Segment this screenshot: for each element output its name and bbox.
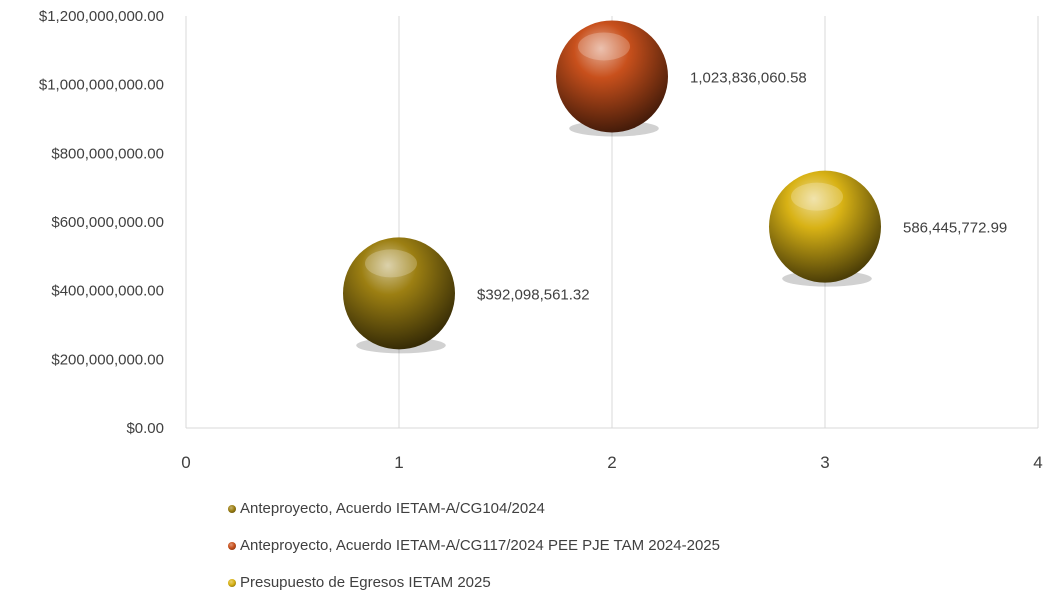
bubble-series-1 xyxy=(343,237,455,350)
x-tick-label: 1 xyxy=(394,453,403,472)
legend-marker-series-2 xyxy=(228,541,236,550)
bubble-highlight xyxy=(365,249,417,278)
x-tick-label: 2 xyxy=(607,453,616,472)
y-tick-label: $800,000,000.00 xyxy=(51,145,164,162)
y-tick-label: $1,200,000,000.00 xyxy=(39,8,164,25)
legend-label-series-2: Anteproyecto, Acuerdo IETAM-A/CG117/2024… xyxy=(240,537,720,554)
legend-marker-series-1 xyxy=(228,504,236,513)
bubble-highlight xyxy=(578,32,630,61)
y-tick-label: $400,000,000.00 xyxy=(51,283,164,300)
data-label-series-3: 586,445,772.99 xyxy=(903,220,1007,237)
axes: 0 1 2 3 4 $0.00 $200,000,000.00 $400,000,000.00… xyxy=(39,8,1043,472)
x-tick-label: 3 xyxy=(820,453,829,472)
y-tick-label: $200,000,000.00 xyxy=(51,351,164,368)
bubbles xyxy=(343,20,881,354)
data-label-series-2: 1,023,836,060.58 xyxy=(690,69,807,86)
legend-item-series-2: Anteproyecto, Acuerdo IETAM-A/CG117/2024… xyxy=(228,534,720,557)
y-tick-label: $600,000,000.00 xyxy=(51,214,164,231)
data-labels: $392,098,561.32 1,023,836,060.58 586,445,7… xyxy=(477,69,1007,303)
x-tick-label: 0 xyxy=(181,453,190,472)
y-tick-label: $0.00 xyxy=(126,420,164,437)
legend-label-series-3: Presupuesto de Egresos IETAM 2025 xyxy=(240,574,491,591)
data-label-series-1: $392,098,561.32 xyxy=(477,286,590,303)
y-tick-label: $1,000,000,000.00 xyxy=(39,77,164,94)
legend-item-series-1: Anteproyecto, Acuerdo IETAM-A/CG104/2024 xyxy=(228,497,720,520)
legend-label-series-1: Anteproyecto, Acuerdo IETAM-A/CG104/2024 xyxy=(240,500,545,517)
bubble-highlight xyxy=(791,182,843,211)
x-tick-label: 4 xyxy=(1033,453,1042,472)
legend-marker-series-3 xyxy=(228,578,236,587)
bubble-series-2 xyxy=(556,20,668,133)
legend: Anteproyecto, Acuerdo IETAM-A/CG104/2024… xyxy=(228,497,720,608)
bubble-chart: 0 1 2 3 4 $0.00 $200,000,000.00 $400,000,000.00… xyxy=(39,8,1043,472)
legend-item-series-3: Presupuesto de Egresos IETAM 2025 xyxy=(228,571,720,594)
bubble-series-3 xyxy=(769,170,881,283)
